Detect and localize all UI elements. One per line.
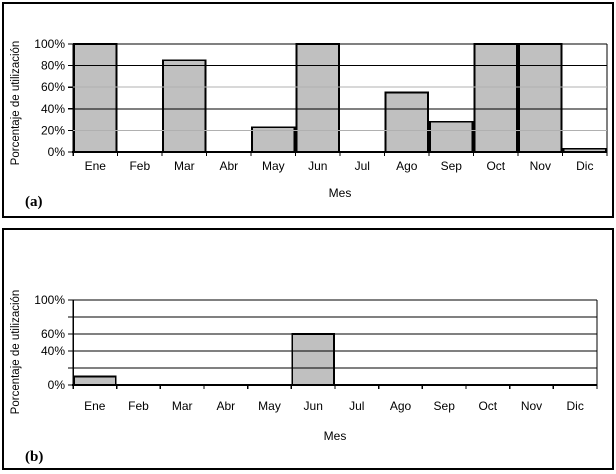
bar-mar xyxy=(161,59,207,153)
panel-b: Dic Nov Oct Sep Ago Jul Jun May Abr Mar Feb Ene 100%… xyxy=(2,228,614,470)
y-tick-label-100: 100% xyxy=(34,293,65,307)
y-tick-label-100: 100% xyxy=(34,37,65,51)
chart-a-x-axis-title: Mes xyxy=(329,186,352,200)
panel-a: Dic Nov Oct Sep Ago Jul Jun May Abr Mar Feb Ene 100%… xyxy=(2,2,614,218)
y-tick-label-0: 0% xyxy=(48,145,66,159)
y-tick-label-40: 40% xyxy=(41,102,65,116)
x-tick-label-abr: Abr xyxy=(219,159,238,173)
bar-jun xyxy=(291,333,336,386)
x-tick-label-nov: Nov xyxy=(530,159,551,173)
bar-ene xyxy=(73,375,117,386)
y-tick-label-60: 60% xyxy=(41,80,65,94)
chart-a-plot: Dic Nov Oct Sep Ago Jul Jun May Abr Mar Feb Ene 100%… xyxy=(10,37,608,210)
x-tick-label-jun: Jun xyxy=(308,159,327,173)
x-tick-label-ago: Ago xyxy=(396,159,418,173)
bar-oct xyxy=(473,43,518,153)
x-tick-label-ago: Ago xyxy=(390,399,412,413)
x-tick-label-jul: Jul xyxy=(355,159,370,173)
x-tick-label-may: May xyxy=(258,399,281,413)
x-tick-label-nov: Nov xyxy=(521,399,542,413)
bar-nov xyxy=(518,43,563,153)
bar-dic xyxy=(562,147,608,153)
bar-may xyxy=(250,126,296,153)
bar-ene xyxy=(73,43,118,153)
y-tick-label-0: 0% xyxy=(48,378,66,392)
x-tick-label-mar: Mar xyxy=(174,159,195,173)
x-tick-label-oct: Oct xyxy=(478,399,497,413)
chart-a-y-axis-title: Porcentaje de utilización xyxy=(10,41,22,166)
y-tick-label-60: 60% xyxy=(41,327,65,341)
x-tick-label-jul: Jul xyxy=(349,399,364,413)
x-tick-label-ene: Ene xyxy=(84,399,106,413)
x-tick-label-feb: Feb xyxy=(128,399,149,413)
panel-a-label: (a) xyxy=(25,194,43,210)
chart-b-plot: Dic Nov Oct Sep Ago Jul Jun May Abr Mar Feb Ene 100%… xyxy=(10,290,598,465)
chart-b-x-axis-title: Mes xyxy=(324,429,347,443)
bar-jun xyxy=(295,43,340,153)
x-tick-label-oct: Oct xyxy=(486,159,505,173)
x-tick-label-abr: Abr xyxy=(216,399,235,413)
x-tick-label-jun: Jun xyxy=(304,399,323,413)
x-tick-label-ene: Ene xyxy=(85,159,107,173)
chart-b-y-axis-title: Porcentaje de utilización xyxy=(10,290,22,415)
bar-ago xyxy=(384,91,429,153)
y-tick-label-40: 40% xyxy=(41,344,65,358)
y-tick-label-20: 20% xyxy=(41,123,65,137)
x-tick-label-may: May xyxy=(262,159,285,173)
x-tick-label-dic: Dic xyxy=(576,159,593,173)
bar-sep xyxy=(428,120,474,153)
x-tick-label-feb: Feb xyxy=(129,159,150,173)
x-tick-label-mar: Mar xyxy=(172,399,193,413)
x-tick-label-sep: Sep xyxy=(434,399,456,413)
x-tick-label-dic: Dic xyxy=(567,399,584,413)
y-tick-label-80: 80% xyxy=(41,59,65,73)
x-tick-label-sep: Sep xyxy=(441,159,463,173)
panel-b-label: (b) xyxy=(25,449,43,465)
